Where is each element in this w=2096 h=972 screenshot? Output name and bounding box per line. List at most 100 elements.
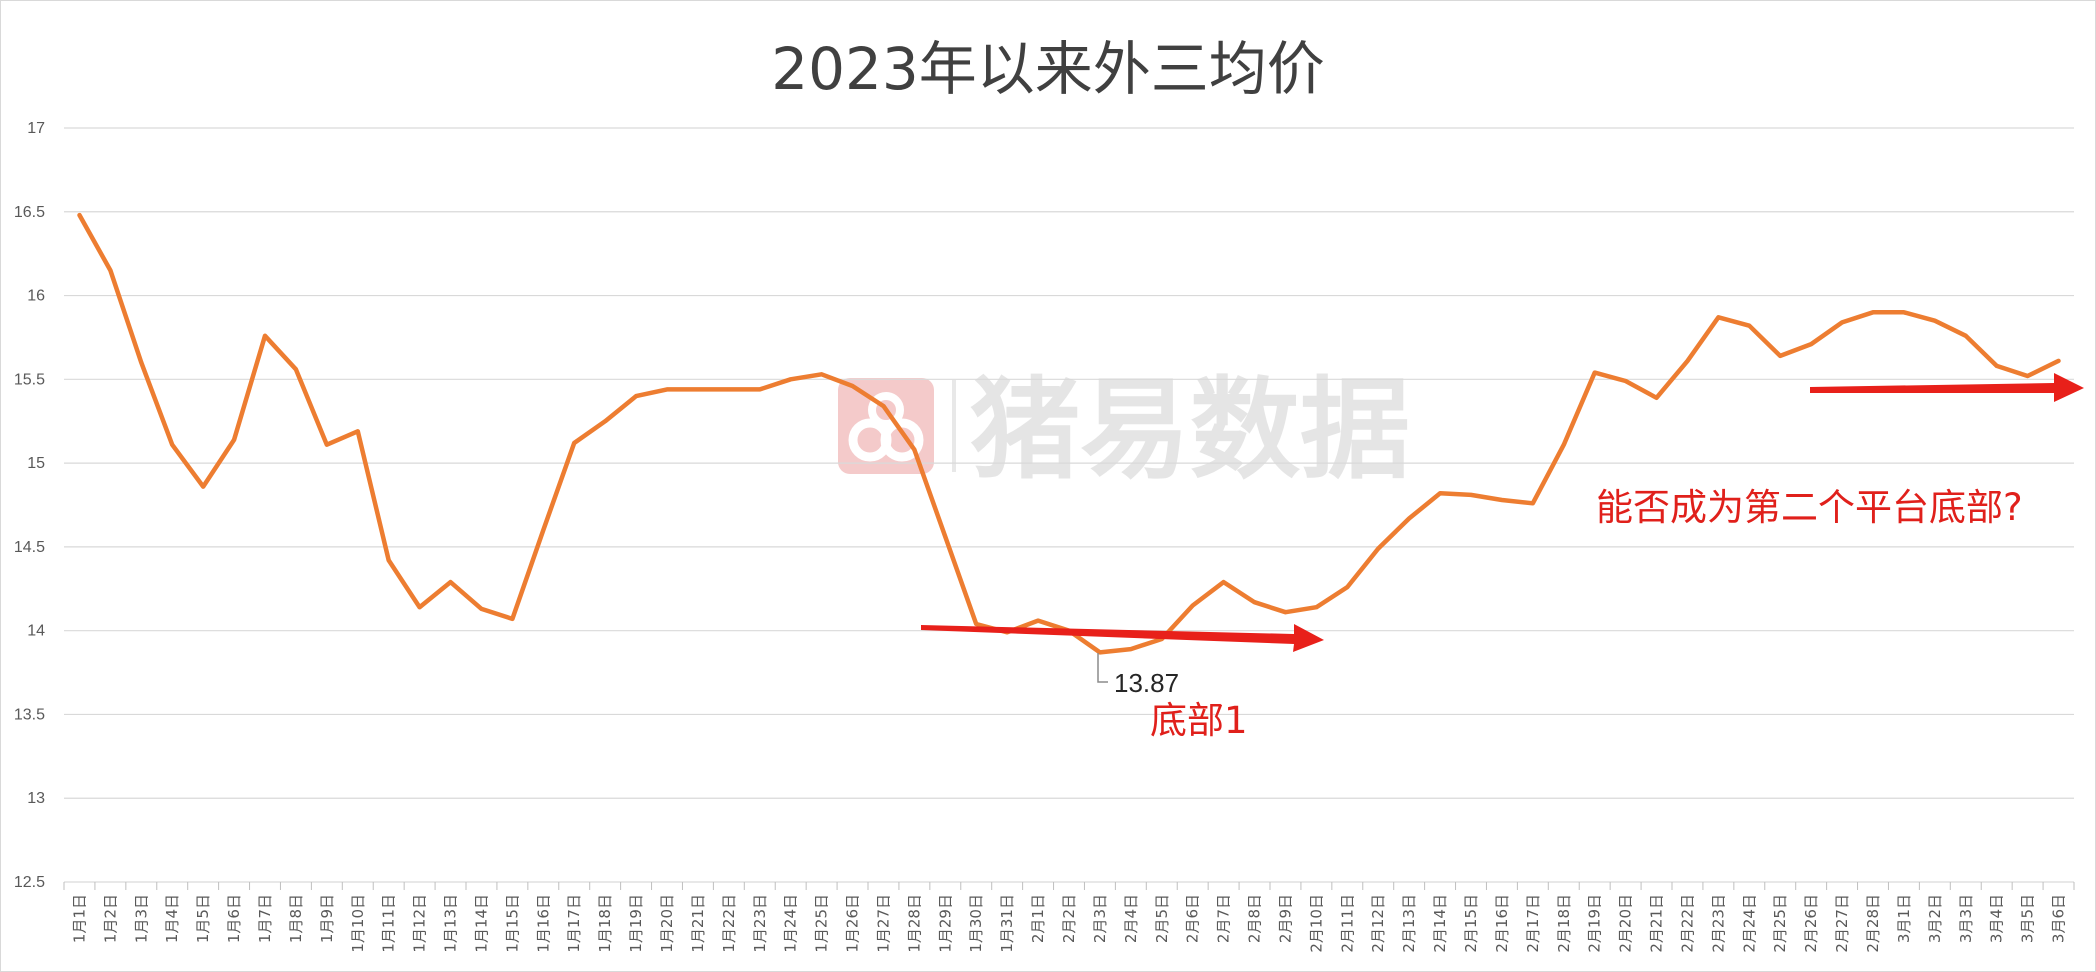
x-tick-label-26: 1月27日 <box>874 894 892 953</box>
data-point-63 <box>2026 374 2030 378</box>
data-point-27 <box>912 448 916 452</box>
chart-title: 2023年以来外三均价 <box>771 35 1325 103</box>
y-tick-label-1: 13 <box>27 790 45 807</box>
x-tick-label-11: 1月12日 <box>411 894 429 953</box>
min-label-group: 13.87 <box>1097 653 1179 698</box>
x-tick-label-56: 2月26日 <box>1802 894 1820 953</box>
watermark-logo-ring-2 <box>880 418 924 462</box>
x-tick-label-51: 2月21日 <box>1648 894 1666 953</box>
y-axis-ticks: 12.5 13 13.5 14 14.5 15 15.5 16 16.5 17 <box>14 120 45 891</box>
x-tick-label-50: 2月20日 <box>1617 894 1635 953</box>
data-point-2 <box>139 361 143 365</box>
x-tick-label-45: 2月15日 <box>1462 894 1480 953</box>
y-tick-label-8: 16.5 <box>14 204 45 221</box>
data-point-22 <box>758 387 762 391</box>
data-point-19 <box>665 387 669 391</box>
x-tick-label-47: 2月17日 <box>1524 894 1542 953</box>
data-point-51 <box>1655 396 1659 400</box>
x-tick-label-62: 3月4日 <box>1988 894 2006 943</box>
x-tick-label-3: 1月4日 <box>163 894 181 943</box>
x-tick-label-20: 1月21日 <box>689 894 707 953</box>
x-tick-label-46: 2月16日 <box>1493 894 1511 953</box>
x-tick-label-6: 1月7日 <box>256 894 274 943</box>
x-tick-label-53: 2月23日 <box>1709 894 1727 953</box>
x-tick-label-52: 2月22日 <box>1678 894 1696 953</box>
data-point-9 <box>356 429 360 433</box>
data-point-54 <box>1747 324 1751 328</box>
data-point-44 <box>1438 491 1442 495</box>
x-tick-label-32: 2月2日 <box>1060 894 1078 943</box>
y-tick-label-7: 16 <box>27 288 45 305</box>
x-tick-label-10: 1月11日 <box>380 894 398 953</box>
data-point-24 <box>820 372 824 376</box>
data-point-59 <box>1902 310 1906 314</box>
data-point-60 <box>1933 319 1937 323</box>
x-tick-label-25: 1月26日 <box>844 894 862 953</box>
data-point-61 <box>1964 334 1968 338</box>
x-tick-label-57: 2月27日 <box>1833 894 1851 953</box>
data-point-39 <box>1283 610 1287 614</box>
x-tick-label-13: 1月14日 <box>472 894 490 953</box>
data-point-10 <box>387 558 391 562</box>
data-point-50 <box>1624 379 1628 383</box>
y-tick-label-4: 14.5 <box>14 539 45 556</box>
x-tick-label-18: 1月19日 <box>627 894 645 953</box>
y-tick-label-2: 13.5 <box>14 706 45 723</box>
data-point-49 <box>1593 371 1597 375</box>
data-point-16 <box>572 441 576 445</box>
x-tick-label-14: 1月15日 <box>503 894 521 953</box>
x-tick-label-22: 1月23日 <box>751 894 769 953</box>
x-tick-label-42: 2月12日 <box>1369 894 1387 953</box>
x-tick-label-2: 1月3日 <box>132 894 150 943</box>
data-point-12 <box>449 580 453 584</box>
x-tick-label-49: 2月19日 <box>1586 894 1604 953</box>
x-tick-label-5: 1月6日 <box>225 894 243 943</box>
x-tick-label-30: 1月31日 <box>998 894 1016 953</box>
platform2-question: 能否成为第二个平台底部? <box>1596 486 2023 529</box>
x-tick-label-31: 2月1日 <box>1029 894 1047 943</box>
x-tick-label-35: 2月5日 <box>1153 894 1171 943</box>
x-tick-label-34: 2月4日 <box>1122 894 1140 943</box>
x-tick-label-8: 1月9日 <box>318 894 336 943</box>
data-point-1 <box>108 268 112 272</box>
x-tick-label-23: 1月24日 <box>782 894 800 953</box>
x-tick-label-39: 2月9日 <box>1276 894 1294 943</box>
data-point-58 <box>1871 310 1875 314</box>
data-point-57 <box>1840 320 1844 324</box>
data-point-62 <box>1995 364 1999 368</box>
data-point-6 <box>263 334 267 338</box>
x-tick-label-17: 1月18日 <box>596 894 614 953</box>
data-point-42 <box>1376 547 1380 551</box>
data-point-14 <box>510 617 514 621</box>
y-tick-label-9: 17 <box>27 120 45 137</box>
x-tick-label-41: 2月11日 <box>1338 894 1356 953</box>
platform2-arrow-shape <box>1810 373 2084 402</box>
data-point-23 <box>789 377 793 381</box>
data-point-4 <box>201 485 205 489</box>
data-point-3 <box>170 443 174 447</box>
min-label-leader <box>1097 653 1108 683</box>
data-point-55 <box>1778 354 1782 358</box>
x-tick-label-48: 2月18日 <box>1555 894 1573 953</box>
x-tick-label-61: 3月3日 <box>1957 894 1975 943</box>
x-tick-label-28: 1月29日 <box>936 894 954 953</box>
y-tick-label-3: 14 <box>27 623 45 640</box>
data-point-0 <box>77 213 81 217</box>
data-point-8 <box>325 443 329 447</box>
x-tick-label-63: 3月5日 <box>2019 894 2037 943</box>
x-tick-label-19: 1月20日 <box>658 894 676 953</box>
watermark-logo-ring-3 <box>868 392 904 428</box>
data-point-37 <box>1222 580 1226 584</box>
data-point-43 <box>1407 516 1411 520</box>
x-tick-label-55: 2月25日 <box>1771 894 1789 953</box>
data-point-45 <box>1469 493 1473 497</box>
data-point-20 <box>696 387 700 391</box>
data-point-29 <box>974 622 978 626</box>
y-tick-label-6: 15.5 <box>14 371 45 388</box>
x-tick-label-29: 1月30日 <box>967 894 985 953</box>
data-point-21 <box>727 387 731 391</box>
data-point-33 <box>1098 650 1102 654</box>
data-point-41 <box>1345 585 1349 589</box>
